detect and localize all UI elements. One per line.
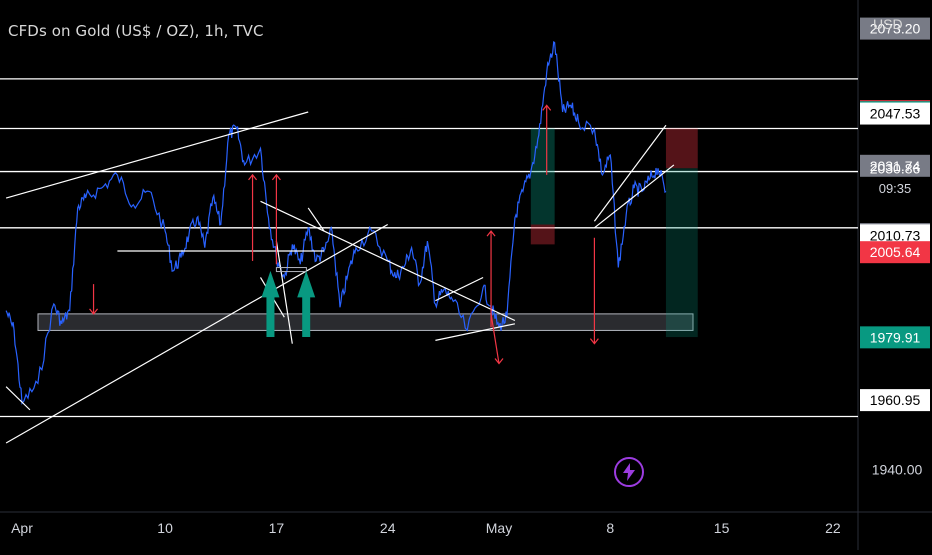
projection-arrow-head — [494, 358, 504, 365]
x-axis-tick-label: 24 — [380, 520, 396, 536]
projection-arrow-head — [486, 230, 496, 237]
price-label-box[interactable] — [860, 326, 930, 349]
long-position-stop-zone[interactable] — [530, 224, 555, 245]
price-label-box[interactable] — [860, 241, 930, 264]
y-axis-tick-label: 1940.00 — [872, 461, 923, 477]
price-label-text: 2010.73 — [870, 227, 921, 243]
price-label-text: 1960.95 — [870, 392, 921, 408]
price-label-box[interactable] — [860, 224, 930, 247]
trend-line[interactable] — [5, 386, 31, 411]
price-label-text: 2047.53 — [870, 106, 921, 122]
trend-line[interactable] — [275, 240, 293, 344]
price-label-text: 09:35 — [879, 181, 912, 196]
trend-line[interactable] — [307, 207, 325, 232]
trend-line[interactable] — [594, 164, 675, 229]
price-label-box[interactable] — [860, 17, 930, 40]
x-axis-tick-label: 17 — [269, 520, 285, 536]
trend-line[interactable] — [5, 224, 388, 444]
price-label-box[interactable] — [860, 102, 930, 125]
support-zone[interactable] — [37, 313, 694, 331]
small-range-box[interactable] — [275, 267, 307, 273]
x-axis-tick-label: 22 — [825, 520, 841, 536]
trend-line[interactable] — [593, 124, 667, 222]
x-axis-tick-label: May — [486, 520, 512, 536]
short-position-target-zone[interactable] — [665, 168, 698, 338]
x-axis-tick-label: 10 — [157, 520, 173, 536]
projection-arrow-head — [89, 308, 99, 315]
trend-line[interactable] — [260, 200, 516, 322]
projection-arrow-head — [248, 173, 258, 181]
projection-arrow-head — [542, 104, 552, 111]
projection-arrow-head — [271, 173, 281, 181]
trend-line[interactable] — [5, 111, 309, 199]
price-series-line — [5, 41, 667, 405]
x-axis-tick-label: 15 — [714, 520, 730, 536]
price-label-text: 2031.74 — [870, 158, 921, 174]
long-position-target-zone[interactable] — [530, 128, 555, 225]
price-label-text: 1979.91 — [870, 329, 921, 345]
lightning-icon — [623, 463, 635, 481]
short-position-stop-zone[interactable] — [665, 128, 698, 169]
x-axis-tick-label: Apr — [11, 520, 33, 536]
trend-line[interactable] — [435, 276, 484, 302]
price-label-text: 2005.64 — [870, 244, 921, 260]
price-label-text: 2073.20 — [870, 21, 921, 37]
price-label-text: 2030.86 — [870, 161, 921, 177]
lightning-icon-button[interactable] — [614, 457, 644, 487]
chart-title: CFDs on Gold (US$ / OZ), 1h, TVC — [8, 22, 264, 40]
projection-arrow-head — [589, 338, 599, 345]
projection-arrow[interactable] — [490, 313, 500, 364]
buy-arrow-icon[interactable] — [261, 270, 280, 338]
price-label-box[interactable] — [860, 389, 930, 412]
currency-label[interactable]: USD — [873, 16, 903, 32]
price-label-box[interactable] — [860, 154, 930, 177]
buy-arrow-icon[interactable] — [297, 270, 316, 338]
x-axis-tick-label: 8 — [606, 520, 614, 536]
trend-line[interactable] — [435, 323, 516, 341]
